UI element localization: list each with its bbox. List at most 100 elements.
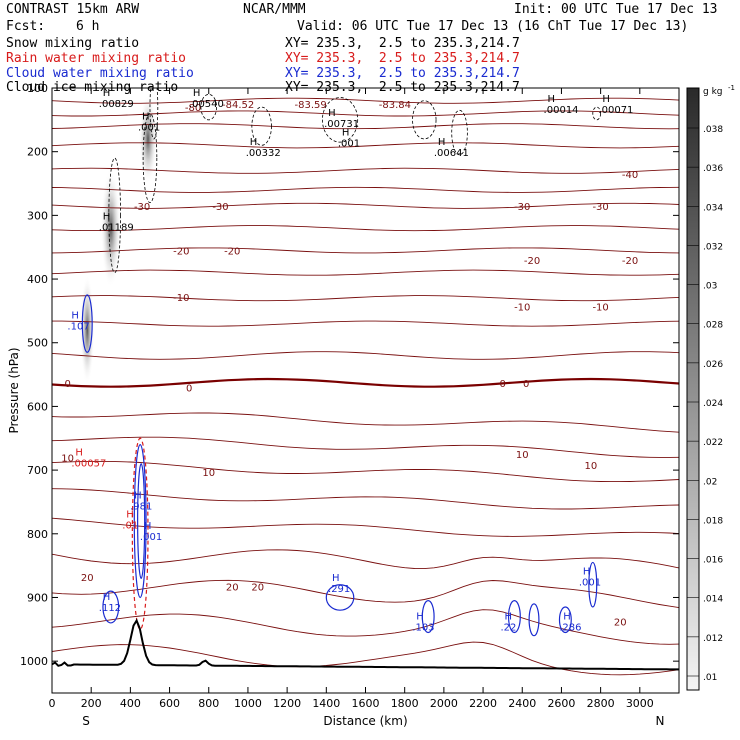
isotherm-label: -30 — [514, 202, 530, 213]
x-tick-label: 1200 — [273, 697, 301, 710]
colorbar-label: .036 — [703, 164, 723, 174]
isotherm-label: -20 — [173, 246, 189, 257]
isotherm-label: -80 — [185, 103, 201, 114]
x-tick-label: 1800 — [391, 697, 419, 710]
x-tick-label: 1000 — [234, 697, 262, 710]
field-rain-xy: XY= 235.3, 2.5 to 235.3,214.7 — [285, 51, 520, 66]
x-tick-label: 2000 — [430, 697, 458, 710]
y-tick-label: 800 — [27, 528, 48, 541]
isotherm — [52, 97, 679, 104]
isotherm-label: 20 — [226, 583, 239, 594]
x-tick-label: 600 — [159, 697, 180, 710]
field-cloudwater-name: Cloud water mixing ratio — [6, 66, 194, 81]
north-label: N — [656, 714, 665, 728]
isotherm-label: -40 — [622, 170, 638, 181]
maximum-marker: H — [548, 94, 556, 105]
isotherm-label: 0 — [523, 379, 529, 390]
isotherm-label: 20 — [251, 583, 264, 594]
isotherm-label: -30 — [592, 202, 608, 213]
colorbar-label: .01 — [703, 673, 717, 683]
isotherm — [52, 412, 679, 433]
x-tick-label: 2800 — [587, 697, 615, 710]
field-snow-name: Snow mixing ratio — [6, 36, 140, 51]
isotherm — [52, 186, 679, 193]
ice-contour — [142, 113, 158, 204]
isotherm — [52, 436, 679, 458]
maximum-label: .22 — [500, 622, 516, 633]
y-tick-label: 900 — [27, 591, 48, 604]
colorbar-label: .018 — [703, 516, 723, 526]
y-tick-label: 600 — [27, 400, 48, 413]
ice-contour — [108, 157, 121, 274]
isotherm — [52, 110, 679, 117]
maximum-label: .001 — [579, 578, 601, 589]
isotherm — [52, 641, 679, 676]
isotherm-label: -20 — [224, 246, 240, 257]
isotherm — [52, 517, 679, 537]
isotherm — [52, 142, 679, 149]
field-cloudwater-xy: XY= 235.3, 2.5 to 235.3,214.7 — [285, 66, 520, 81]
maximum-label: .112 — [99, 603, 121, 614]
isotherm-label: -84.52 — [222, 100, 254, 111]
cloud-water-contour — [81, 294, 93, 353]
colorbar-label: .012 — [703, 634, 723, 644]
isotherm-label: -20 — [622, 256, 638, 267]
x-tick-label: 800 — [198, 697, 219, 710]
isotherm-label: -10 — [592, 302, 608, 313]
isotherm — [52, 351, 679, 360]
isotherm — [52, 549, 679, 570]
ice-contour — [251, 106, 272, 146]
isotherm — [52, 488, 679, 510]
maximum-label: .00071 — [598, 105, 633, 116]
maximum-marker: H — [332, 573, 340, 584]
colorbar-label: .038 — [703, 125, 723, 135]
model-title: CONTRAST 15km ARW — [6, 2, 140, 17]
x-tick-label: 0 — [49, 697, 56, 710]
maximum-label: .00641 — [434, 148, 469, 159]
maximum-marker: H — [328, 108, 336, 119]
x-tick-label: 400 — [120, 697, 141, 710]
maximum-label: .001 — [140, 532, 162, 543]
x-tick-label: 2400 — [508, 697, 536, 710]
cloud-water-contour — [558, 606, 572, 634]
maximum-marker: H — [142, 111, 150, 122]
ice-contour — [200, 93, 217, 121]
isotherm — [52, 247, 679, 254]
ice-contour — [149, 88, 159, 140]
ice-contour — [412, 100, 437, 140]
maximum-label: .00057 — [71, 459, 106, 470]
y-tick-label: 1000 — [20, 655, 48, 668]
maximum-marker: H — [583, 567, 591, 578]
maximum-marker: H — [193, 88, 201, 99]
isotherm — [52, 609, 679, 645]
maximum-label: .01 — [122, 520, 138, 531]
colorbar-label: .03 — [703, 282, 717, 292]
terrain-line — [52, 618, 679, 671]
maximum-marker: H — [416, 611, 424, 622]
init-time: Init: 00 UTC Tue 17 Dec 13 — [514, 2, 718, 17]
colorbar-label: .028 — [703, 321, 723, 331]
isotherm-label: -30 — [134, 202, 150, 213]
colorbar-label: .02 — [703, 477, 717, 487]
maximum-label: .00731 — [324, 119, 359, 130]
maximum-marker: H — [504, 611, 512, 622]
isotherm-label: 10 — [202, 468, 215, 479]
isotherm-label: 0 — [186, 383, 192, 394]
isotherm — [52, 579, 679, 609]
maximum-label: .981 — [130, 501, 152, 512]
field-snow-xy: XY= 235.3, 2.5 to 235.3,214.7 — [285, 36, 520, 51]
colorbar-label: .022 — [703, 438, 723, 448]
valid-time: Valid: 06 UTC Tue 17 Dec 13 (16 ChT Tue … — [297, 19, 689, 34]
maximum-marker: H — [144, 521, 152, 532]
ice-contour — [321, 97, 359, 143]
x-tick-label: 2200 — [469, 697, 497, 710]
isotherm-label: 20 — [81, 573, 94, 584]
isotherm-label: 0 — [499, 379, 505, 390]
isotherm-label: 10 — [61, 453, 74, 464]
isotherm — [52, 320, 679, 327]
maximum-label: .286 — [559, 622, 581, 633]
maximum-label: .291 — [328, 584, 350, 595]
cloud-water-contour — [588, 561, 598, 608]
maximum-marker: H — [602, 94, 610, 105]
isotherm-label: -83.59 — [295, 100, 327, 111]
